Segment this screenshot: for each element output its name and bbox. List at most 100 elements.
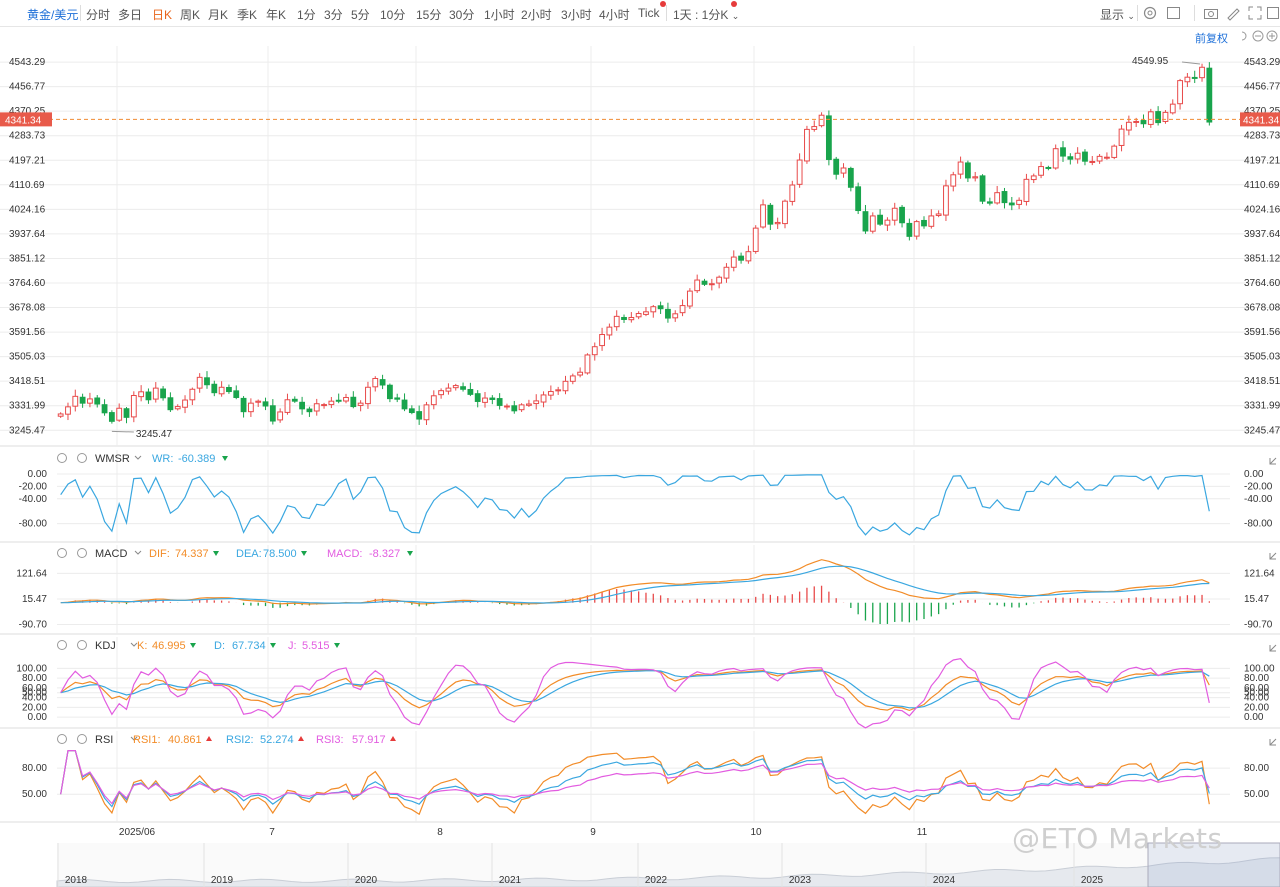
y-tick-right: 4370.25 — [1244, 106, 1280, 117]
y-tick-right: 0.00 — [1244, 469, 1264, 480]
kdj-line — [60, 669, 1210, 712]
symbol-selector[interactable]: 黄金/美元 — [27, 8, 79, 22]
candle-body — [657, 305, 664, 310]
candle-body — [562, 380, 569, 392]
max-price-label: 4549.95 — [1132, 56, 1169, 67]
period-tab[interactable]: 多日 — [118, 8, 143, 22]
zoom-in-icon[interactable] — [1266, 30, 1278, 42]
candle-body — [869, 215, 876, 232]
candle-body — [72, 395, 79, 407]
candle-body — [1162, 111, 1169, 122]
period-tab[interactable]: 4小时 — [599, 8, 630, 22]
period-tab[interactable]: Tick — [638, 6, 660, 20]
period-tab[interactable]: 5分 — [351, 8, 370, 22]
display-menu[interactable]: 显示 ⌄ — [1100, 6, 1135, 23]
candle-body — [386, 384, 393, 400]
min-price-pointer — [111, 430, 134, 433]
sidebar-toggle-icon[interactable] — [1266, 5, 1280, 21]
candle-body — [240, 397, 247, 413]
period-tab[interactable]: 年K — [266, 8, 287, 22]
y-tick-right: 3591.56 — [1244, 327, 1280, 338]
period-tab[interactable]: 3分 — [324, 8, 343, 22]
candle-body — [533, 400, 540, 405]
candle-body — [774, 221, 781, 225]
period-tab[interactable]: 1小时 — [484, 8, 515, 22]
candle-body — [65, 406, 71, 415]
candle-body — [1001, 191, 1008, 204]
period-tab[interactable]: 3小时 — [561, 8, 592, 22]
y-tick-right: 4283.73 — [1244, 131, 1280, 142]
restore-adjust-toggle[interactable]: 前复权 — [1195, 33, 1228, 45]
navigator-year-label: 2024 — [933, 875, 956, 886]
close-icon — [77, 640, 87, 650]
y-tick-left: 4370.25 — [9, 106, 46, 117]
candle-body — [130, 395, 137, 418]
period-tab[interactable]: 季K — [237, 8, 258, 22]
candle-body — [1089, 160, 1096, 163]
y-tick-left: 3937.64 — [9, 229, 46, 240]
y-tick-left: 40.00 — [22, 693, 47, 704]
period-tab[interactable]: 分时 — [86, 8, 111, 22]
close-icon — [77, 734, 87, 744]
y-tick-left: 3245.47 — [9, 425, 46, 436]
settings-icon — [57, 548, 67, 558]
period-tab[interactable]: 2小时 — [521, 8, 552, 22]
candle-body — [460, 386, 466, 390]
y-tick-right: 3851.12 — [1244, 253, 1280, 264]
candle-body — [1147, 111, 1154, 125]
candle-body — [526, 403, 532, 406]
y-tick-left: -80.00 — [19, 519, 48, 530]
divider — [80, 5, 81, 21]
candle-body — [555, 389, 562, 392]
period-tab[interactable]: 日K — [152, 8, 173, 22]
zoom-out-icon[interactable] — [1252, 30, 1264, 42]
indicator-param-label: DEA: — [236, 548, 262, 560]
period-tab[interactable]: 30分 — [449, 8, 475, 22]
period-tab[interactable]: 15分 — [416, 8, 442, 22]
candle-body — [1104, 156, 1110, 159]
y-tick-left: 80.00 — [22, 763, 47, 774]
range-select[interactable]: 1天 : 1分K ⌄ — [673, 6, 739, 23]
y-tick-left: 80.00 — [22, 673, 47, 684]
min-price-label: 3245.47 — [136, 429, 173, 440]
y-tick-left: 3505.03 — [9, 352, 46, 363]
y-tick-right: 100.00 — [1244, 663, 1275, 674]
candle-body — [899, 206, 905, 224]
close-icon — [77, 453, 87, 463]
pencil-icon[interactable] — [1225, 5, 1241, 21]
settings-icon — [57, 453, 67, 463]
navigator-year-label: 2025 — [1081, 875, 1104, 886]
expand-icon — [1269, 738, 1277, 746]
max-price-pointer — [1181, 61, 1201, 65]
y-tick-left: 0.00 — [28, 469, 48, 480]
candle-body — [196, 376, 203, 389]
period-tab[interactable]: 1分 — [297, 8, 316, 22]
candle-body — [496, 398, 503, 406]
period-tab[interactable]: 月K — [208, 8, 229, 22]
candle-body — [247, 402, 254, 413]
undo-icon[interactable] — [1241, 31, 1247, 41]
settings-icon[interactable] — [1142, 5, 1158, 21]
candle-body — [313, 403, 320, 412]
layout-icon[interactable] — [1166, 5, 1182, 21]
candle-body — [599, 334, 605, 347]
camera-icon[interactable] — [1203, 5, 1219, 21]
y-tick-right: 4024.16 — [1244, 204, 1280, 215]
y-tick-right: 4197.21 — [1244, 155, 1280, 166]
indicator-param-value: 57.917 — [352, 734, 386, 746]
candle-body — [577, 371, 584, 376]
candle-body — [189, 388, 196, 401]
candle-body — [913, 221, 920, 237]
period-tab[interactable]: 周K — [180, 8, 201, 22]
settings-icon — [57, 640, 67, 650]
rsi-line — [60, 750, 1210, 816]
period-tab[interactable]: 10分 — [380, 8, 406, 22]
candle-body — [1045, 166, 1052, 169]
x-tick-label: 10 — [750, 827, 762, 838]
candle-body — [979, 175, 986, 202]
candle-body — [518, 404, 525, 411]
candle-body — [321, 404, 327, 407]
fullscreen-icon[interactable] — [1247, 5, 1263, 21]
candle-body — [416, 411, 423, 420]
